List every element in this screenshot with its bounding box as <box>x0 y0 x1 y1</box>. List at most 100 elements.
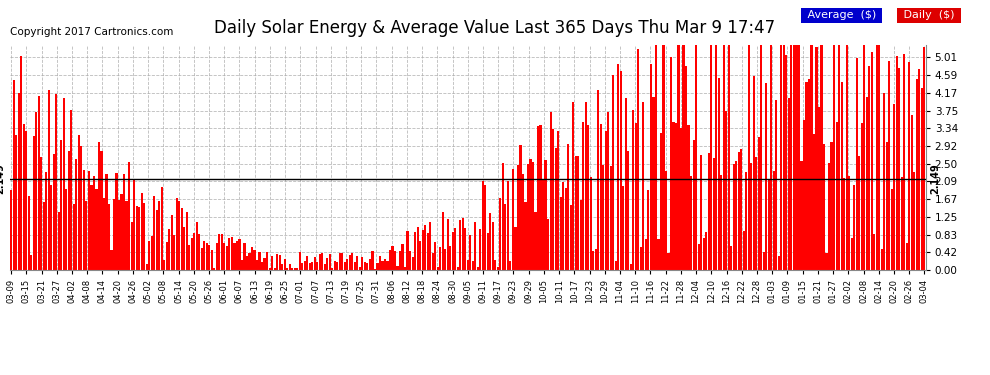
Bar <box>911 116 913 270</box>
Bar <box>46 172 48 270</box>
Bar <box>742 231 744 270</box>
Bar <box>33 136 35 270</box>
Bar <box>838 36 841 270</box>
Bar <box>250 248 253 270</box>
Bar <box>731 246 733 270</box>
Bar <box>358 267 361 270</box>
Bar <box>745 172 747 270</box>
Bar <box>878 36 880 270</box>
Bar <box>158 201 160 270</box>
Bar <box>612 75 615 270</box>
Bar <box>236 242 238 270</box>
Bar <box>698 244 700 270</box>
Bar <box>248 253 250 270</box>
Bar <box>36 112 38 270</box>
Bar <box>70 110 72 270</box>
Bar <box>224 243 226 270</box>
Bar <box>10 190 12 270</box>
Bar <box>569 205 571 270</box>
Bar <box>590 177 592 270</box>
Bar <box>321 253 324 270</box>
Bar <box>625 98 627 270</box>
Bar <box>808 78 810 270</box>
Bar <box>471 261 474 270</box>
Bar <box>542 179 545 270</box>
Bar <box>226 246 228 270</box>
Bar <box>823 144 825 270</box>
Bar <box>718 78 720 270</box>
Bar <box>234 243 236 270</box>
Bar <box>587 125 589 270</box>
Bar <box>652 96 654 270</box>
Bar <box>806 82 808 270</box>
Bar <box>657 238 659 270</box>
Bar <box>256 260 258 270</box>
Bar <box>582 122 584 270</box>
Bar <box>675 123 677 270</box>
Bar <box>75 159 77 270</box>
Bar <box>203 242 205 270</box>
Bar <box>670 57 672 270</box>
Bar <box>765 84 767 270</box>
Bar <box>311 261 313 270</box>
Bar <box>755 157 757 270</box>
Bar <box>118 200 120 270</box>
Bar <box>67 152 70 270</box>
Bar <box>888 61 890 270</box>
Bar <box>437 267 439 270</box>
Bar <box>98 142 100 270</box>
Bar <box>507 181 509 270</box>
Bar <box>133 180 136 270</box>
Bar <box>690 176 692 270</box>
Bar <box>800 162 803 270</box>
Bar <box>693 140 695 270</box>
Bar <box>738 152 740 270</box>
Bar <box>881 249 883 270</box>
Bar <box>221 234 223 270</box>
Bar <box>522 174 524 270</box>
Bar <box>504 204 507 270</box>
Bar <box>836 122 838 270</box>
Bar <box>635 123 637 270</box>
Bar <box>484 184 486 270</box>
Bar <box>848 176 850 270</box>
Bar <box>23 124 25 270</box>
Bar <box>296 268 298 270</box>
Bar <box>334 261 336 270</box>
Bar <box>795 36 798 270</box>
Bar <box>339 253 341 270</box>
Bar <box>150 236 152 270</box>
Bar <box>901 177 903 270</box>
Bar <box>654 37 657 270</box>
Bar <box>181 208 183 270</box>
Bar <box>464 228 466 270</box>
Bar <box>595 249 597 270</box>
Bar <box>803 120 805 270</box>
Bar <box>402 244 404 270</box>
Bar <box>291 268 293 270</box>
Bar <box>685 66 687 270</box>
Bar <box>826 253 828 270</box>
Bar <box>30 255 33 270</box>
Bar <box>83 170 85 270</box>
Bar <box>15 135 17 270</box>
Bar <box>723 36 725 270</box>
Bar <box>798 36 800 270</box>
Bar <box>138 207 141 270</box>
Bar <box>229 238 231 270</box>
Bar <box>108 204 110 270</box>
Bar <box>25 131 28 270</box>
Bar <box>672 122 674 270</box>
Bar <box>700 155 702 270</box>
Bar <box>409 251 411 270</box>
Bar <box>356 256 358 270</box>
Bar <box>557 131 559 270</box>
Bar <box>93 176 95 270</box>
Bar <box>610 166 612 270</box>
Bar <box>552 129 554 270</box>
Bar <box>155 210 157 270</box>
Bar <box>126 201 128 270</box>
Bar <box>841 82 842 270</box>
Bar <box>527 164 529 270</box>
Bar <box>554 148 556 270</box>
